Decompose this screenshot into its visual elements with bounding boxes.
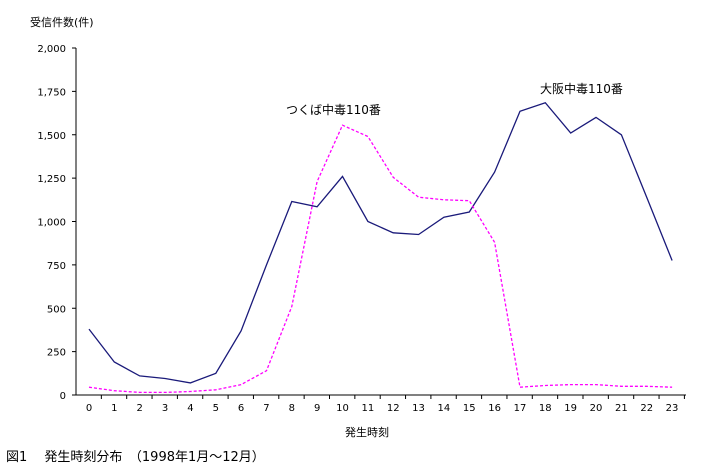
x-tick-label: 10	[336, 403, 349, 414]
y-tick-label: 1,750	[37, 87, 66, 98]
x-tick-label: 8	[289, 403, 295, 414]
x-tick-label: 12	[387, 403, 400, 414]
y-axis-title: 受信件数(件)	[30, 16, 94, 29]
x-tick-label: 6	[238, 403, 244, 414]
y-tick-label: 500	[47, 304, 66, 315]
series-layer	[88, 101, 673, 394]
x-tick-label: 19	[564, 403, 577, 414]
series-line-tsukuba	[88, 124, 673, 394]
series-label-osaka: 大阪中毒110番	[540, 81, 623, 96]
x-tick-label: 9	[314, 403, 320, 414]
y-ticks: 0 250 500 750 1,000 1,250 1,500 1,750 2,000	[37, 44, 76, 402]
x-tick-label: 13	[412, 403, 425, 414]
series-line-osaka	[88, 101, 673, 384]
x-tick-label: 20	[590, 403, 603, 414]
x-tick-label: 2	[137, 403, 143, 414]
series-label-tsukuba: つくば中毒110番	[286, 102, 381, 117]
y-tick-label: 250	[47, 348, 66, 359]
x-tick-label: 17	[514, 403, 527, 414]
x-tick-label: 11	[361, 403, 374, 414]
y-tick-label: 1,000	[37, 218, 66, 229]
y-tick-label: 750	[47, 261, 66, 272]
x-tick-label: 3	[162, 403, 168, 414]
x-tick-label: 23	[666, 403, 679, 414]
x-tick-label: 22	[640, 403, 653, 414]
x-tick-label: 5	[213, 403, 219, 414]
x-axis-title: 発生時刻	[345, 425, 389, 439]
x-tick-label: 14	[438, 403, 451, 414]
x-ticks: 0 1 2 3 4 5 6 7 8 9 10 11 12 13 14 15 16 17 18 19 20 21 22 23	[86, 395, 685, 414]
x-tick-label: 16	[488, 403, 501, 414]
x-tick-label: 4	[187, 403, 193, 414]
line-chart: 受信件数(件) 02505007501,0001,2501,5001,7502,…	[30, 16, 686, 439]
figure-caption: 図1 発生時刻分布 （1998年1月〜12月）	[6, 450, 265, 465]
x-tick-label: 0	[86, 403, 92, 414]
y-tick-label: 0	[60, 391, 66, 402]
x-tick-label: 18	[539, 403, 552, 414]
x-tick-label: 21	[615, 403, 628, 414]
y-tick-label: 1,500	[37, 131, 66, 142]
y-tick-label: 1,250	[37, 174, 66, 185]
x-tick-label: 15	[463, 403, 476, 414]
x-tick-label: 1	[111, 403, 117, 414]
y-tick-label: 2,000	[37, 44, 66, 55]
x-tick-label: 7	[263, 403, 269, 414]
